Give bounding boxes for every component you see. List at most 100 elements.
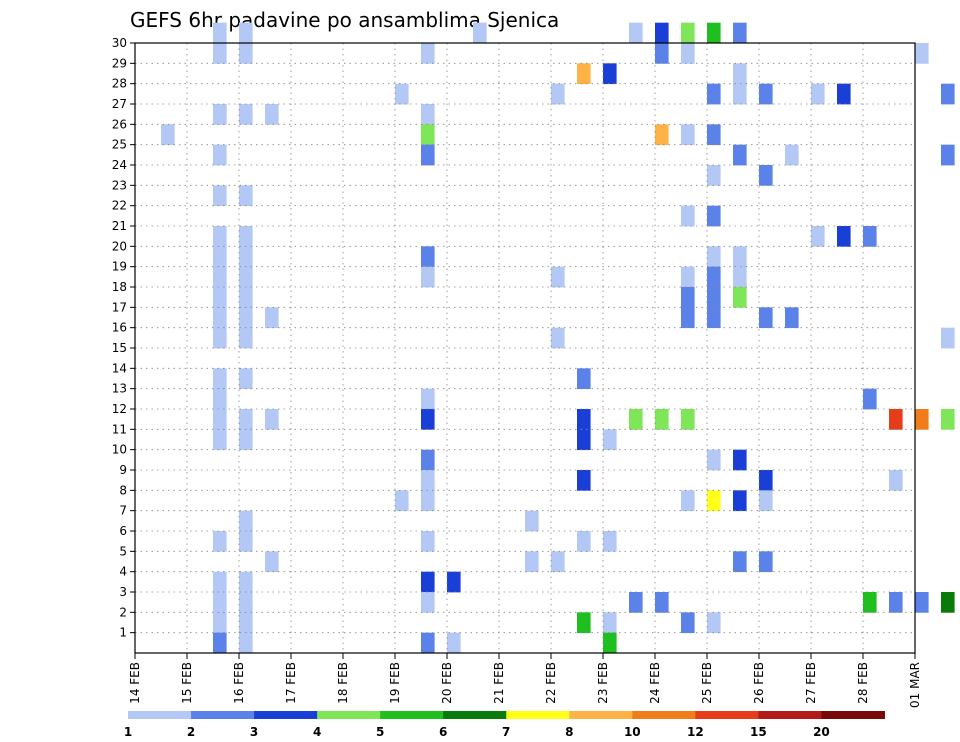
heatmap-cell <box>265 307 279 329</box>
x-tick-label: 16 FEB <box>232 662 246 704</box>
legend-swatch <box>443 711 507 719</box>
heatmap-cell <box>161 124 175 146</box>
y-tick-label: 19 <box>112 260 127 274</box>
heatmap-cell <box>603 531 617 552</box>
x-tick-label: 15 FEB <box>180 662 194 704</box>
heatmap-cell <box>733 551 747 573</box>
y-tick-label: 21 <box>112 219 127 233</box>
y-tick-label: 22 <box>112 199 127 213</box>
legend-swatch <box>506 711 570 719</box>
legend-label: 4 <box>313 725 321 739</box>
heatmap-cell <box>577 429 591 451</box>
heatmap-cell <box>213 531 227 552</box>
heatmap-cell <box>941 592 955 613</box>
heatmap-cell <box>681 409 695 430</box>
x-tick-label: 27 FEB <box>804 662 818 704</box>
heatmap-cell <box>707 612 721 634</box>
heatmap-cell <box>785 307 799 329</box>
x-tick-label: 19 FEB <box>388 662 402 704</box>
heatmap-cell <box>213 429 227 451</box>
x-tick-label: 22 FEB <box>544 662 558 704</box>
heatmap-cell <box>941 327 955 349</box>
x-tick-label: 18 FEB <box>336 662 350 704</box>
heatmap-cell <box>239 531 253 552</box>
heatmap-cell <box>655 124 669 146</box>
heatmap-cell <box>811 83 825 105</box>
x-tick-label: 20 FEB <box>440 662 454 704</box>
y-tick-label: 17 <box>112 300 127 314</box>
y-tick-label: 1 <box>119 626 127 640</box>
heatmap-cell <box>759 83 773 105</box>
heatmap-cell <box>733 22 747 44</box>
heatmap-cell <box>551 551 565 573</box>
heatmap-cell <box>811 226 825 247</box>
heatmap-cell <box>421 104 435 125</box>
legend-swatch <box>632 711 696 719</box>
heatmap-cell <box>239 592 253 613</box>
y-tick-label: 12 <box>112 402 127 416</box>
heatmap-cell <box>213 592 227 613</box>
heatmap-cell <box>551 327 565 349</box>
heatmap-cell <box>759 470 773 491</box>
legend-label: 20 <box>813 725 830 739</box>
x-tick-label: 17 FEB <box>284 662 298 704</box>
heatmap-cell <box>655 409 669 430</box>
heatmap-cell <box>239 266 253 288</box>
heatmap-cell <box>681 612 695 634</box>
heatmap-cell <box>655 22 669 44</box>
legend-label: 5 <box>376 725 384 739</box>
y-tick-label: 20 <box>112 239 127 253</box>
heatmap-cell <box>213 307 227 329</box>
heatmap-cell <box>707 83 721 105</box>
heatmap-cell <box>239 612 253 634</box>
legend-swatch <box>758 711 822 719</box>
legend-swatch <box>254 711 318 719</box>
heatmap-cell <box>239 327 253 349</box>
heatmap-cell <box>239 571 253 593</box>
heatmap-cell <box>421 246 435 268</box>
heatmap-cell <box>265 104 279 125</box>
x-tick-label: 14 FEB <box>128 662 142 704</box>
heatmap-cell <box>551 266 565 288</box>
heatmap-cell <box>239 226 253 247</box>
heatmap-cell <box>837 83 851 105</box>
heatmap-cell <box>239 307 253 329</box>
heatmap-cells <box>161 22 955 654</box>
heatmap-cell <box>915 43 929 64</box>
heatmap-cell <box>733 449 747 471</box>
heatmap-cell <box>915 409 929 430</box>
heatmap-cell <box>239 510 253 532</box>
heatmap-cell <box>681 22 695 44</box>
y-tick-label: 8 <box>119 483 127 497</box>
y-axis: 1234567891011121314151617181920212223242… <box>112 36 135 640</box>
legend-label: 15 <box>750 725 767 739</box>
y-tick-label: 5 <box>119 544 127 558</box>
heatmap-cell <box>213 226 227 247</box>
heatmap-cell <box>707 449 721 471</box>
heatmap-cell <box>707 490 721 512</box>
heatmap-cell <box>733 490 747 512</box>
y-tick-label: 16 <box>112 321 127 335</box>
heatmap-cell <box>239 429 253 451</box>
legend-swatch <box>695 711 759 719</box>
x-tick-label: 23 FEB <box>596 662 610 704</box>
legend-label: 7 <box>502 725 510 739</box>
legend-swatch <box>821 711 885 719</box>
y-tick-label: 23 <box>112 178 127 192</box>
heatmap-cell <box>421 449 435 471</box>
heatmap-cell <box>239 22 253 44</box>
legend-label: 1 <box>124 725 132 739</box>
heatmap-cell <box>707 22 721 44</box>
heatmap-cell <box>577 531 591 552</box>
heatmap-cell <box>655 592 669 613</box>
heatmap-cell <box>213 409 227 430</box>
heatmap-cell <box>889 470 903 491</box>
legend-label: 8 <box>565 725 573 739</box>
heatmap-cell <box>213 43 227 64</box>
heatmap-cell <box>577 470 591 491</box>
heatmap-cell <box>421 571 435 593</box>
heatmap-cell <box>577 612 591 634</box>
heatmap-cell <box>889 592 903 613</box>
heatmap-cell <box>421 632 435 654</box>
